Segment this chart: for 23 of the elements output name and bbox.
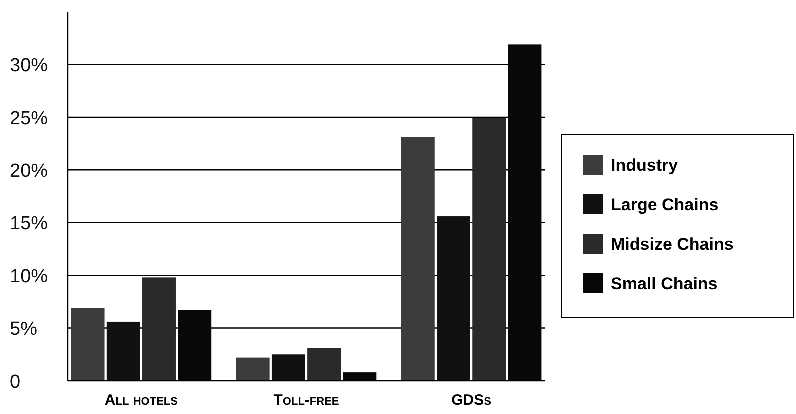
y-tick-label: 15%: [10, 214, 48, 235]
bar: [472, 118, 506, 381]
y-tick-label: 30%: [10, 56, 48, 77]
y-tick-label: 5%: [10, 319, 38, 340]
y-tick-label: 25%: [10, 108, 48, 130]
legend-label: Large Chains: [611, 196, 719, 215]
bar: [106, 322, 140, 381]
y-tick-label: 0: [10, 372, 21, 393]
bar: [71, 308, 105, 381]
bar: [142, 278, 176, 381]
x-tick-label: GDSs: [452, 392, 492, 409]
bar: [401, 137, 435, 381]
x-tick-label: All hotels: [104, 392, 178, 409]
y-tick-label: 10%: [10, 266, 48, 288]
bar: [308, 348, 342, 381]
x-tick-label: Toll-free: [274, 392, 340, 409]
bar: [236, 358, 270, 381]
bar: [437, 216, 470, 381]
bar: [272, 354, 306, 381]
legend-label: Small Chains: [611, 274, 718, 294]
legend-label: Midsize Chains: [611, 235, 734, 254]
legend-label: Industry: [611, 156, 679, 176]
y-tick-label: 20%: [10, 160, 48, 182]
